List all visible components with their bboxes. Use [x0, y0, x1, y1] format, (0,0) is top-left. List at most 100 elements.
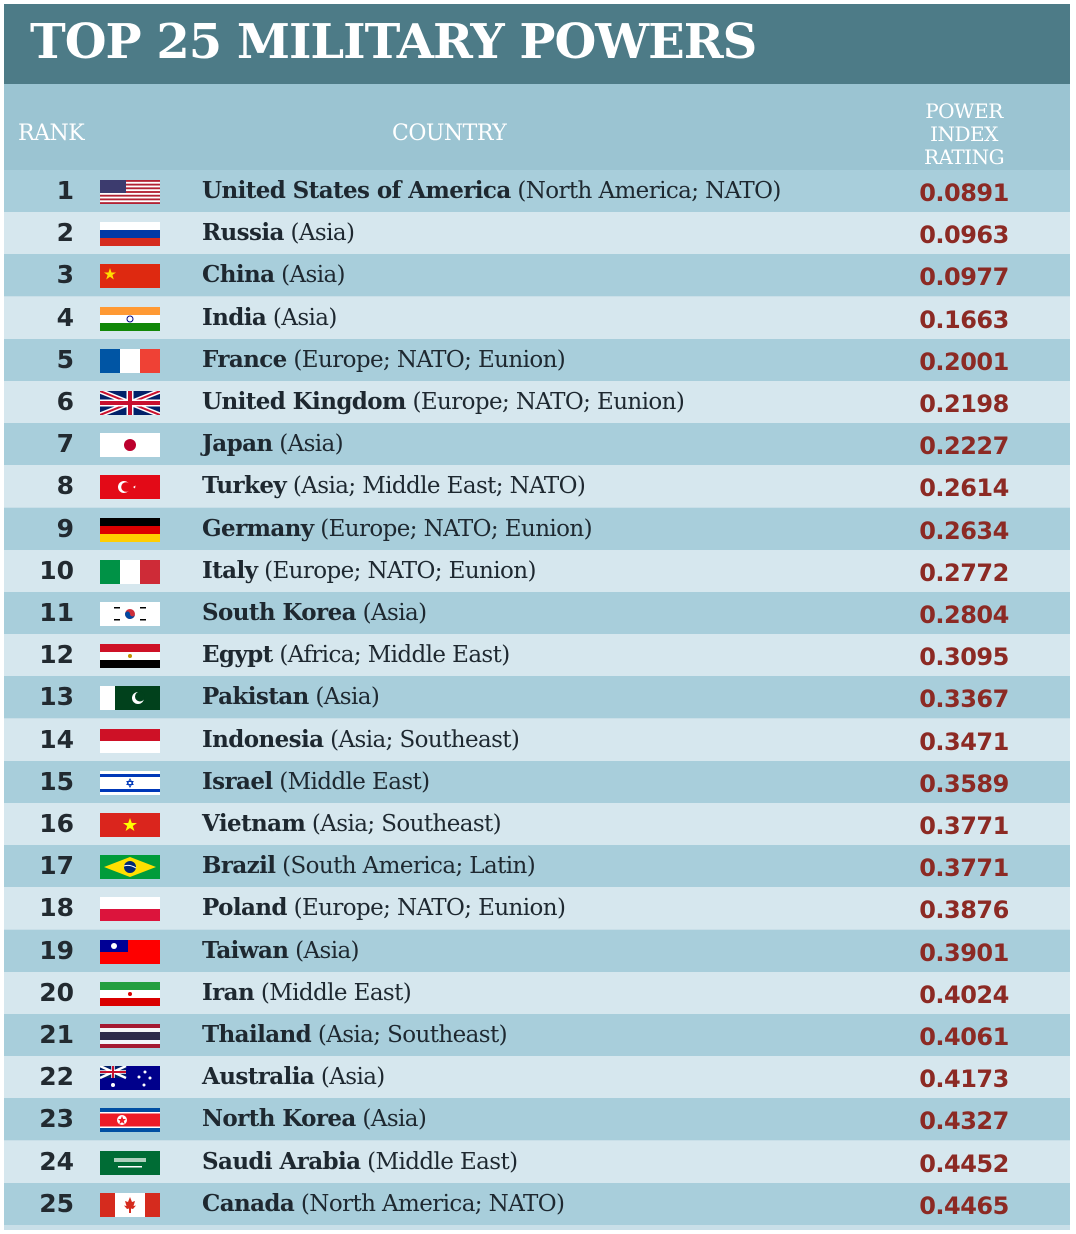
country-name: Saudi Arabia — [202, 1147, 361, 1175]
power-index-rating-cell: 0.2804 — [919, 601, 1009, 629]
country-region: (Europe; NATO; Eunion) — [257, 557, 536, 584]
country-region: (Europe; NATO; Eunion) — [313, 515, 592, 542]
country-cell: India (Asia) — [202, 297, 337, 339]
country-cell: Egypt (Africa; Middle East) — [202, 634, 510, 676]
table-row: 18 Poland (Europe; NATO; Eunion) 0.3876 — [4, 887, 1070, 930]
thailand-flag-icon — [100, 1024, 160, 1048]
country-name: Brazil — [202, 852, 276, 880]
country-cell: United States of America (North America;… — [202, 170, 781, 212]
country-cell: Italy (Europe; NATO; Eunion) — [202, 550, 536, 592]
table-row: 6 United Kingdom (Europe; NATO; Eunion) 0.… — [4, 381, 1070, 423]
russia-flag-icon — [100, 222, 160, 247]
table-row: 4 India (Asia) 0.1663 — [4, 296, 1070, 339]
power-index-rating-cell: 0.0963 — [919, 221, 1009, 250]
rank-cell: 15 — [39, 766, 74, 796]
south-korea-flag-icon — [100, 602, 160, 626]
power-index-rating-cell: 0.3471 — [919, 727, 1009, 756]
country-name: Poland — [202, 894, 287, 922]
country-name: Japan — [202, 430, 273, 458]
rank-cell: 4 — [56, 302, 74, 332]
rank-cell: 11 — [39, 598, 74, 627]
table-row: 1 United States of America (North America… — [4, 170, 1070, 212]
country-cell: North Korea (Asia) — [202, 1098, 427, 1140]
table-row: 24 Saudi Arabia (Middle East) 0.4452 — [4, 1140, 1070, 1183]
japan-flag-icon — [100, 433, 160, 458]
country-region: (Asia) — [274, 262, 345, 289]
rank-cell: 25 — [39, 1188, 74, 1218]
country-cell: Pakistan (Asia) — [202, 676, 380, 718]
table-row: 19 Taiwan (Asia) 0.3901 — [4, 929, 1070, 972]
country-region: (Asia) — [355, 600, 427, 626]
taiwan-flag-icon — [100, 939, 160, 964]
rank-cell: 2 — [56, 218, 74, 248]
vietnam-flag-icon — [100, 813, 160, 837]
country-name: South Korea — [202, 599, 357, 626]
pakistan-flag-icon — [100, 686, 160, 711]
country-region: (North America; NATO) — [294, 1190, 565, 1217]
country-cell: South Korea (Asia) — [202, 592, 427, 634]
country-name: United States of America — [202, 177, 511, 204]
country-name: Israel — [202, 767, 273, 795]
country-name: Vietnam — [202, 810, 306, 837]
rank-cell: 19 — [39, 935, 74, 965]
country-cell: United Kingdom (Europe; NATO; Eunion) — [202, 381, 685, 423]
table-row: 8 Turkey (Asia; Middle East; NATO) 0.2614 — [4, 465, 1070, 508]
iran-flag-icon — [100, 981, 160, 1006]
country-region: (Middle East) — [272, 768, 430, 795]
country-region: (Asia) — [308, 684, 380, 711]
country-region: (Asia) — [314, 1064, 385, 1091]
egypt-flag-icon — [100, 644, 160, 669]
usa-flag-icon — [100, 180, 160, 204]
power-index-rating-cell: 0.0977 — [919, 263, 1009, 292]
country-cell: China (Asia) — [202, 254, 346, 296]
country-region: (Africa; Middle East) — [272, 642, 510, 669]
rank-cell: 6 — [56, 387, 74, 416]
power-index-rating-cell: 0.4173 — [919, 1065, 1009, 1094]
country-region: (Asia) — [266, 304, 337, 331]
power-index-rating-cell: 0.0891 — [919, 179, 1009, 207]
country-name: Thailand — [202, 1021, 312, 1048]
country-name: Russia — [202, 219, 284, 247]
country-name: Pakistan — [202, 683, 309, 711]
table-row: 16 Vietnam (Asia; Southeast) 0.3771 — [4, 803, 1070, 845]
power-index-column-header: POWER INDEX RATING — [923, 99, 1005, 169]
rank-cell: 7 — [56, 429, 74, 459]
country-cell: Brazil (South America; Latin) — [202, 845, 536, 887]
table-row: 15 Israel (Middle East) 0.3589 — [4, 760, 1070, 803]
page-title: TOP 25 MILITARY POWERS — [30, 14, 757, 70]
table-row: 14 Indonesia (Asia; Southeast) 0.3471 — [4, 718, 1070, 761]
country-name: Australia — [202, 1063, 315, 1091]
country-name: Egypt — [202, 641, 273, 669]
country-cell: Poland (Europe; NATO; Eunion) — [202, 887, 566, 929]
country-name: Canada — [202, 1189, 295, 1217]
power-index-rating-cell: 0.4465 — [919, 1191, 1009, 1220]
table-row: 23 North Korea (Asia) 0.4327 — [4, 1098, 1070, 1141]
rank-cell: 14 — [39, 724, 74, 754]
rank-column-header: RANK — [18, 121, 85, 146]
rank-cell: 3 — [56, 260, 74, 290]
turkey-flag-icon — [100, 475, 160, 500]
power-index-rating-cell: 0.2634 — [919, 516, 1009, 545]
country-name: Iran — [202, 978, 255, 1006]
country-cell: Japan (Asia) — [202, 423, 344, 465]
table-row: 17 Brazil (South America; Latin) 0.3771 — [4, 845, 1070, 888]
israel-flag-icon — [100, 770, 160, 795]
north-korea-flag-icon — [100, 1108, 160, 1133]
power-index-rating-cell: 0.2614 — [919, 474, 1009, 503]
country-name: China — [202, 261, 275, 289]
rank-cell: 1 — [56, 176, 74, 205]
header-band — [4, 84, 1070, 170]
country-region: (Europe; NATO; Eunion) — [286, 895, 566, 922]
table-row: 21 Thailand (Asia; Southeast) 0.4061 — [4, 1014, 1070, 1056]
country-cell: Iran (Middle East) — [202, 972, 412, 1014]
rank-cell: 23 — [39, 1104, 74, 1134]
country-cell: Israel (Middle East) — [202, 761, 430, 803]
country-cell: Indonesia (Asia; Southeast) — [202, 719, 520, 761]
power-index-rating-cell: 0.3901 — [919, 938, 1009, 967]
country-cell: Thailand (Asia; Southeast) — [202, 1014, 508, 1056]
rank-cell: 17 — [39, 851, 74, 881]
country-region: (Middle East) — [360, 1148, 518, 1175]
country-cell: Turkey (Asia; Middle East; NATO) — [202, 465, 586, 507]
country-region: (Asia) — [288, 937, 359, 964]
table-row: 20 Iran (Middle East) 0.4024 — [4, 971, 1070, 1014]
